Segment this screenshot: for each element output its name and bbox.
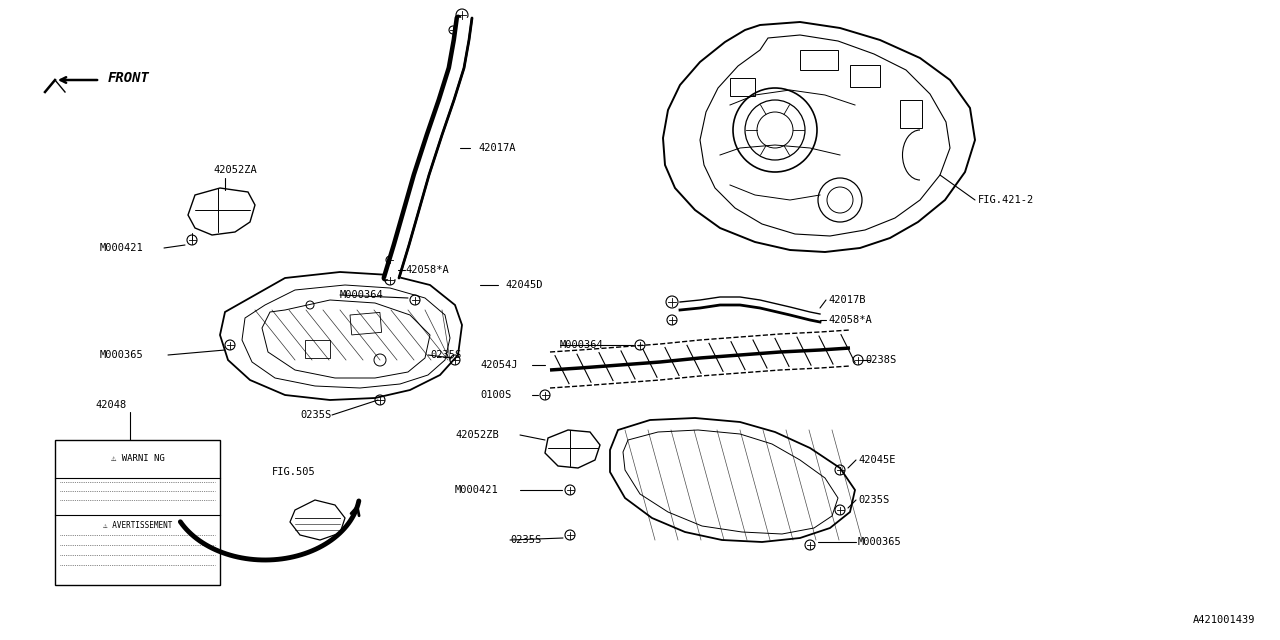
Text: M000365: M000365 [100,350,143,360]
Text: 42058*A: 42058*A [404,265,449,275]
Text: 42052ZA: 42052ZA [212,165,257,175]
Text: 42045D: 42045D [506,280,543,290]
Bar [730,78,755,96]
Text: 0235S: 0235S [509,535,541,545]
Text: 0235S: 0235S [300,410,332,420]
Text: 42017A: 42017A [477,143,516,153]
Bar [305,340,330,358]
Text: 42017B: 42017B [828,295,865,305]
Text: M000364: M000364 [340,290,384,300]
Text: M000421: M000421 [454,485,499,495]
Text: 0235S: 0235S [430,350,461,360]
Text: 42048: 42048 [95,400,127,410]
Text: M000365: M000365 [858,537,901,547]
Bar [850,65,881,87]
Text: 42058*A: 42058*A [828,315,872,325]
Text: FRONT: FRONT [108,71,150,85]
Text: M000421: M000421 [100,243,143,253]
Text: 42052ZB: 42052ZB [454,430,499,440]
Bar [55,440,220,585]
Text: 42054J: 42054J [480,360,517,370]
Text: 0238S: 0238S [865,355,896,365]
Bar [800,50,838,70]
Text: 0235S: 0235S [858,495,890,505]
Bar [900,100,922,128]
Text: ⚠ AVERTISSEMENT: ⚠ AVERTISSEMENT [102,520,173,529]
Text: ⚠ WARNI NG: ⚠ WARNI NG [110,454,164,463]
Text: A421001439: A421001439 [1193,615,1254,625]
Text: FIG.421-2: FIG.421-2 [978,195,1034,205]
Text: 0100S: 0100S [480,390,511,400]
Text: FIG.505: FIG.505 [273,467,316,477]
Bar [349,312,381,335]
Text: M000364: M000364 [561,340,604,350]
Text: 42045E: 42045E [858,455,896,465]
